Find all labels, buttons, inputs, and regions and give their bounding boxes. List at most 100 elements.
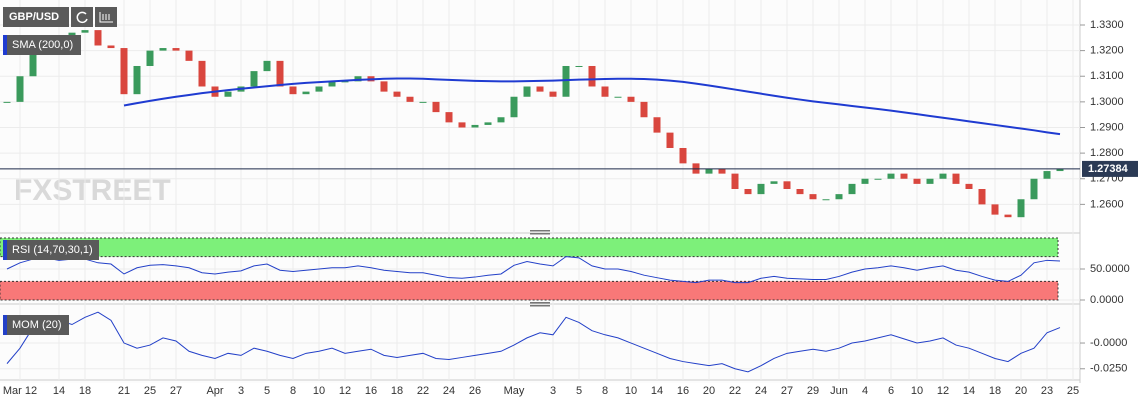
candle [1056, 169, 1064, 172]
x-tick-label: 20 [1015, 385, 1027, 397]
x-tick-label: 8 [290, 385, 296, 397]
candle [848, 183, 856, 195]
candle [796, 188, 804, 195]
splitter[interactable] [530, 230, 550, 307]
candle [276, 60, 284, 87]
candle [198, 60, 206, 87]
y-tick-label: 0.0000 [1090, 294, 1124, 306]
x-tick-label: 22 [729, 385, 741, 397]
candle [133, 65, 141, 95]
symbol-box[interactable] [3, 7, 69, 27]
candle [1030, 178, 1038, 200]
x-tick-label: 16 [365, 385, 377, 397]
candle [185, 50, 193, 61]
legend-swatch [3, 240, 7, 260]
candle [679, 147, 687, 164]
legend-box[interactable] [3, 35, 81, 55]
y-tick-label: 1.3000 [1090, 96, 1124, 108]
candle [419, 101, 427, 103]
candle [731, 173, 739, 189]
x-tick-label: 14 [651, 385, 663, 397]
candle [159, 48, 167, 51]
candle [263, 60, 271, 72]
x-tick-label: 23 [1041, 385, 1053, 397]
candle [354, 76, 362, 82]
candle [874, 178, 882, 180]
x-tick-label: 12 [937, 385, 949, 397]
candle [328, 81, 336, 87]
sma-line [123, 77, 1061, 136]
settings-icon [99, 12, 113, 23]
candle [783, 181, 791, 189]
y-tick-label: 1.3200 [1090, 45, 1124, 57]
candle [666, 132, 674, 148]
candle [380, 81, 388, 92]
x-tick-label: 6 [888, 385, 894, 397]
candle [523, 86, 531, 97]
candle [107, 45, 115, 49]
x-tick-label: 12 [339, 385, 351, 397]
last-price-tag [1082, 160, 1138, 177]
y-tick-label: 1.2600 [1090, 198, 1124, 210]
x-tick-label: 24 [755, 385, 767, 397]
indicator-line [6, 311, 1061, 373]
x-tick-label: 29 [807, 385, 819, 397]
x-tick-label: Apr [206, 385, 223, 397]
candle [94, 30, 102, 46]
candle [614, 96, 622, 98]
candle [536, 86, 544, 92]
y-tick-label: 1.2800 [1090, 147, 1124, 159]
candle [146, 50, 154, 66]
x-tick-label: 10 [625, 385, 637, 397]
candle [770, 181, 778, 184]
x-tick-label: 16 [677, 385, 689, 397]
candle [484, 122, 492, 125]
candle [3, 101, 11, 103]
x-tick-label: 24 [443, 385, 455, 397]
candle [978, 188, 986, 205]
candle [601, 86, 609, 97]
x-tick-label: May [504, 385, 525, 397]
x-tick-label: 20 [703, 385, 715, 397]
x-tick-label: 3 [238, 385, 244, 397]
candle [1017, 199, 1025, 218]
legend-box[interactable] [3, 315, 69, 335]
x-tick-label: 27 [170, 385, 182, 397]
refresh-button[interactable] [71, 7, 93, 27]
candle [627, 96, 635, 102]
candle [315, 86, 323, 92]
x-tick-label: 25 [1067, 385, 1079, 397]
candle [913, 178, 921, 184]
candle [900, 173, 908, 179]
overbought-zone [0, 237, 1059, 258]
candle [172, 48, 180, 51]
candle [458, 122, 466, 128]
candle [653, 117, 661, 133]
legend-swatch [3, 35, 7, 55]
candle [822, 199, 830, 201]
x-tick-label: 10 [313, 385, 325, 397]
candle [588, 65, 596, 87]
watermark: FXSTREET [14, 174, 171, 207]
x-tick-label: 5 [264, 385, 270, 397]
candle [718, 168, 726, 174]
x-tick-label: 14 [53, 385, 65, 397]
candle [510, 96, 518, 118]
indicator-title: MOM (20) [12, 319, 62, 331]
candle [991, 204, 999, 215]
candle [809, 194, 817, 200]
candle [640, 101, 648, 118]
x-tick-label: 3 [550, 385, 556, 397]
indicator-line [6, 256, 1061, 284]
candle [952, 173, 960, 184]
legend-label: SMA (200,0) [12, 39, 73, 51]
y-tick-label: -0.0250 [1090, 363, 1127, 375]
x-tick-label: 14 [963, 385, 975, 397]
x-tick-label: 18 [989, 385, 1001, 397]
x-tick-label: 4 [862, 385, 868, 397]
refresh-icon [76, 11, 88, 24]
y-tick-label: 1.3100 [1090, 70, 1124, 82]
legend-box[interactable] [3, 240, 99, 260]
symbol-title: GBP/USD [9, 11, 59, 23]
